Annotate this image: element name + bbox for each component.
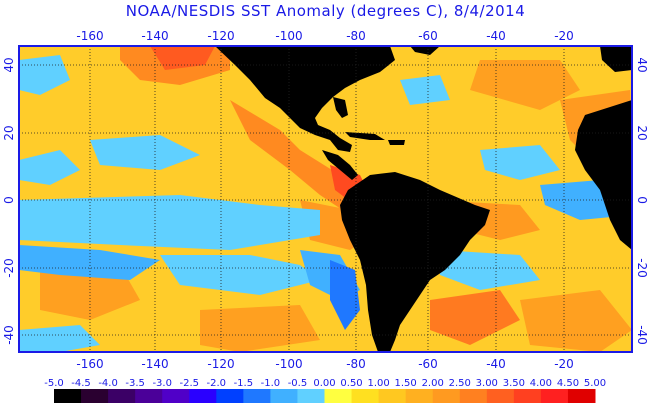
greenland: [410, 46, 440, 55]
lon-label-top: -20: [554, 29, 574, 43]
colorbar-label: 4.00: [530, 378, 552, 389]
colorbar-swatch: [513, 389, 542, 403]
cuba: [345, 132, 385, 140]
colorbar-label: 0.00: [313, 378, 335, 389]
colorbar-swatch: [162, 389, 190, 403]
lon-label-top: -60: [418, 29, 438, 43]
colorbar-swatch: [108, 389, 136, 403]
colorbar-swatch: [351, 389, 380, 403]
lon-label-top: -120: [207, 29, 234, 43]
lon-label-top: -40: [486, 29, 506, 43]
florida: [333, 97, 348, 118]
colorbar-swatch: [81, 389, 109, 403]
lon-label-top: -80: [346, 29, 366, 43]
lon-label-top: -140: [141, 29, 168, 43]
colorbar-label: 1.00: [367, 378, 389, 389]
colorbar-label: 4.50: [557, 378, 579, 389]
iberia: [600, 46, 632, 72]
colorbar-swatch: [189, 389, 217, 403]
colorbar-label: -4.0: [98, 378, 118, 389]
south-america: [340, 172, 490, 352]
colorbar-label: 5.00: [584, 378, 606, 389]
colorbar-label: 3.50: [503, 378, 525, 389]
lat-label-right: 40: [635, 57, 649, 72]
colorbar-swatch: [270, 389, 298, 403]
graticule: [19, 46, 632, 352]
lat-label-left: 0: [2, 196, 16, 204]
lat-label-left: -20: [2, 258, 16, 278]
colorbar-swatch: [486, 389, 515, 403]
lat-label-left: 40: [2, 57, 16, 72]
map-plot-area: [18, 45, 633, 353]
colorbar-label: -1.0: [261, 378, 281, 389]
colorbar-swatch: [243, 389, 271, 403]
north-america: [215, 46, 395, 152]
colorbar-label: -2.0: [207, 378, 227, 389]
africa: [575, 100, 632, 250]
colorbar-label: 2.50: [449, 378, 471, 389]
colorbar-label: -4.5: [71, 378, 91, 389]
colorbar-swatch: [459, 389, 488, 403]
colorbar-swatch: [324, 389, 353, 403]
colorbar-label: 3.00: [476, 378, 498, 389]
lon-label-bottom: -100: [275, 357, 302, 371]
lat-labels-right: 40 20 0 -20 -40: [635, 57, 649, 344]
colorbar-swatch: [297, 389, 325, 403]
colorbar-label: -2.5: [179, 378, 199, 389]
colorbar-swatch: [432, 389, 461, 403]
lon-label-bottom: -140: [141, 357, 168, 371]
colorbar-swatch: [405, 389, 434, 403]
lat-label-right: -40: [635, 325, 649, 345]
colorbar-label: 1.50: [395, 378, 417, 389]
lat-label-left: 20: [2, 125, 16, 140]
colorbar-swatch: [567, 389, 596, 403]
lon-label-bottom: -20: [554, 357, 574, 371]
colorbar-label: -5.0: [44, 378, 64, 389]
colorbar-label: -3.5: [125, 378, 145, 389]
lon-labels-bottom: -160 -140 -120 -100 -80 -60 -40 -20: [76, 357, 573, 371]
lat-label-right: -20: [635, 258, 649, 278]
colorbar-label: -3.0: [152, 378, 172, 389]
lat-label-right: 20: [635, 125, 649, 140]
lon-label-top: -100: [275, 29, 302, 43]
colorbar-swatch: [378, 389, 407, 403]
lon-label-bottom: -80: [346, 357, 366, 371]
colorbar-label: -0.5: [288, 378, 308, 389]
colorbar-label: 2.00: [422, 378, 444, 389]
colorbar-swatch: [135, 389, 163, 403]
central-america: [322, 150, 358, 180]
lat-label-left: -40: [2, 325, 16, 345]
map-title: NOAA/NESDIS SST Anomaly (degrees C), 8/4…: [125, 2, 526, 20]
lon-label-bottom: -160: [76, 357, 103, 371]
colorbar-swatch: [54, 389, 82, 403]
map-frame: [18, 45, 633, 353]
lon-labels-top: -160 -140 -120 -100 -80 -60 -40 -20: [76, 29, 573, 43]
lon-label-bottom: -40: [486, 357, 506, 371]
lon-label-top: -160: [76, 29, 103, 43]
lat-label-right: 0: [635, 196, 649, 204]
lon-label-bottom: -60: [418, 357, 438, 371]
hispaniola: [388, 140, 405, 145]
colorbar-label: 0.50: [340, 378, 362, 389]
colorbar-label: -1.5: [234, 378, 254, 389]
colorbar-swatch: [216, 389, 244, 403]
lat-labels-left: 40 20 0 -20 -40: [2, 57, 16, 344]
lon-label-bottom: -120: [207, 357, 234, 371]
colorbar-labels: -5.0 -4.5 -4.0 -3.5 -3.0 -2.5 -2.0 -1.5 -1.0 -0.5…: [44, 378, 606, 389]
land-masses: [215, 46, 632, 352]
colorbar: [54, 389, 596, 403]
colorbar-swatch: [540, 389, 569, 403]
